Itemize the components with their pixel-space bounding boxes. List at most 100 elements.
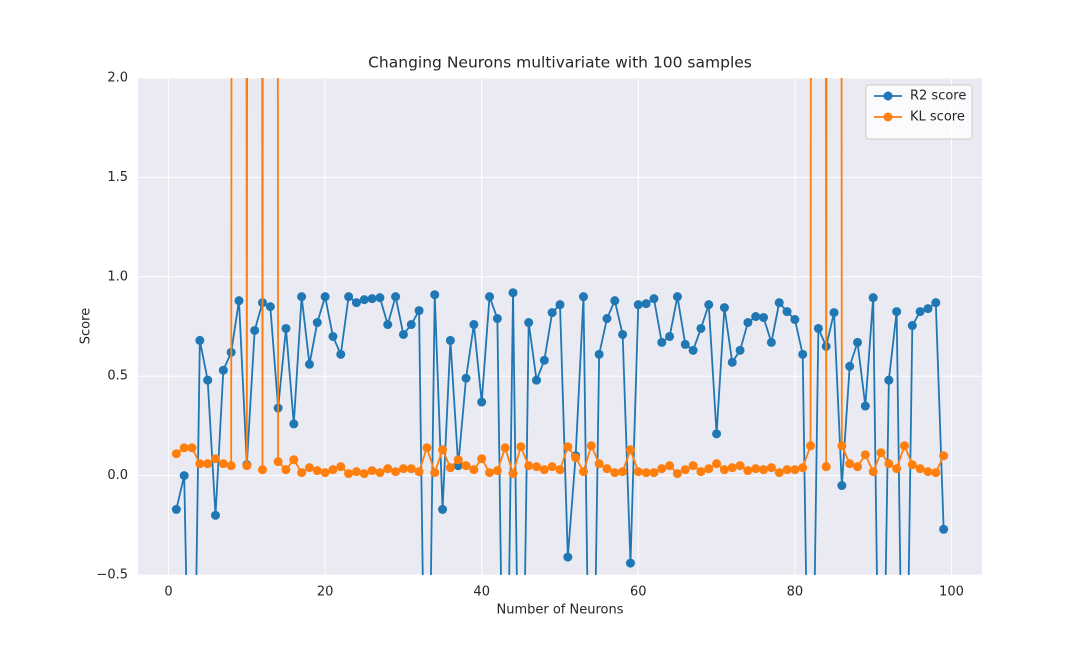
point (743, 466, 753, 476)
point (680, 339, 690, 349)
point (211, 510, 221, 520)
y-tick-label: −0.5 (96, 568, 128, 583)
point (383, 464, 393, 474)
point (939, 524, 949, 534)
point (860, 401, 870, 411)
point (766, 463, 776, 473)
point (391, 467, 401, 477)
point (657, 464, 667, 474)
point (281, 465, 291, 475)
point (853, 337, 863, 347)
point (578, 467, 588, 477)
point (218, 365, 228, 375)
point (719, 303, 729, 313)
point (547, 462, 557, 472)
point (696, 467, 706, 477)
point (837, 481, 847, 491)
point (860, 450, 870, 460)
point (563, 552, 573, 562)
point (759, 465, 769, 475)
point (297, 468, 307, 478)
point (179, 471, 189, 481)
x-tick-label: 80 (787, 585, 804, 600)
point (578, 292, 588, 302)
point (704, 464, 714, 474)
point (586, 441, 596, 451)
point (680, 465, 690, 475)
point (539, 465, 549, 475)
point (398, 464, 408, 474)
point (641, 299, 651, 309)
point (414, 306, 424, 316)
point (923, 304, 933, 314)
point (868, 293, 878, 303)
point (351, 298, 361, 308)
point (485, 468, 495, 478)
point (602, 314, 612, 324)
point (469, 465, 479, 475)
point (500, 443, 510, 453)
point (665, 461, 675, 471)
point (391, 292, 401, 302)
point (203, 459, 213, 469)
chart-title: Changing Neurons multivariate with 100 s… (368, 54, 752, 72)
point (453, 455, 463, 465)
point (532, 462, 542, 472)
point (250, 325, 260, 335)
point (939, 451, 949, 461)
x-axis-label: Number of Neurons (496, 603, 623, 618)
point (602, 464, 612, 474)
point (555, 465, 565, 475)
point (461, 461, 471, 471)
point (704, 300, 714, 310)
point (438, 504, 448, 514)
point (187, 443, 197, 453)
series-layer (171, 78, 949, 575)
point (422, 443, 432, 453)
point (892, 307, 902, 317)
point (563, 442, 573, 452)
point (798, 463, 808, 473)
point (727, 357, 737, 367)
point (688, 345, 698, 355)
point (665, 331, 675, 341)
point (344, 292, 354, 302)
point (727, 463, 737, 473)
point (461, 373, 471, 383)
point (845, 361, 855, 371)
point (532, 375, 542, 385)
point (899, 441, 909, 451)
x-tick-label: 60 (630, 585, 647, 600)
legend-label: R2 score (910, 89, 966, 104)
point (845, 459, 855, 469)
point (907, 460, 917, 470)
point (242, 461, 252, 471)
point (782, 307, 792, 317)
legend-box (865, 84, 973, 140)
point (735, 345, 745, 355)
point (782, 465, 792, 475)
point (806, 441, 816, 451)
point (430, 468, 440, 478)
point (610, 296, 620, 306)
point (492, 466, 502, 476)
point (618, 467, 628, 477)
point (344, 469, 354, 479)
point (672, 292, 682, 302)
point (312, 466, 322, 476)
y-tick-label: 0.5 (107, 369, 128, 384)
point (211, 454, 221, 464)
legend: R2 score KL score (865, 84, 973, 140)
point (931, 298, 941, 308)
point (179, 443, 189, 453)
point (892, 464, 902, 474)
point (289, 455, 299, 465)
y-axis-label: Score (79, 308, 94, 344)
point (218, 459, 228, 469)
point (383, 320, 393, 330)
point (281, 323, 291, 333)
point (414, 467, 424, 477)
point (853, 462, 863, 472)
point (492, 314, 502, 324)
